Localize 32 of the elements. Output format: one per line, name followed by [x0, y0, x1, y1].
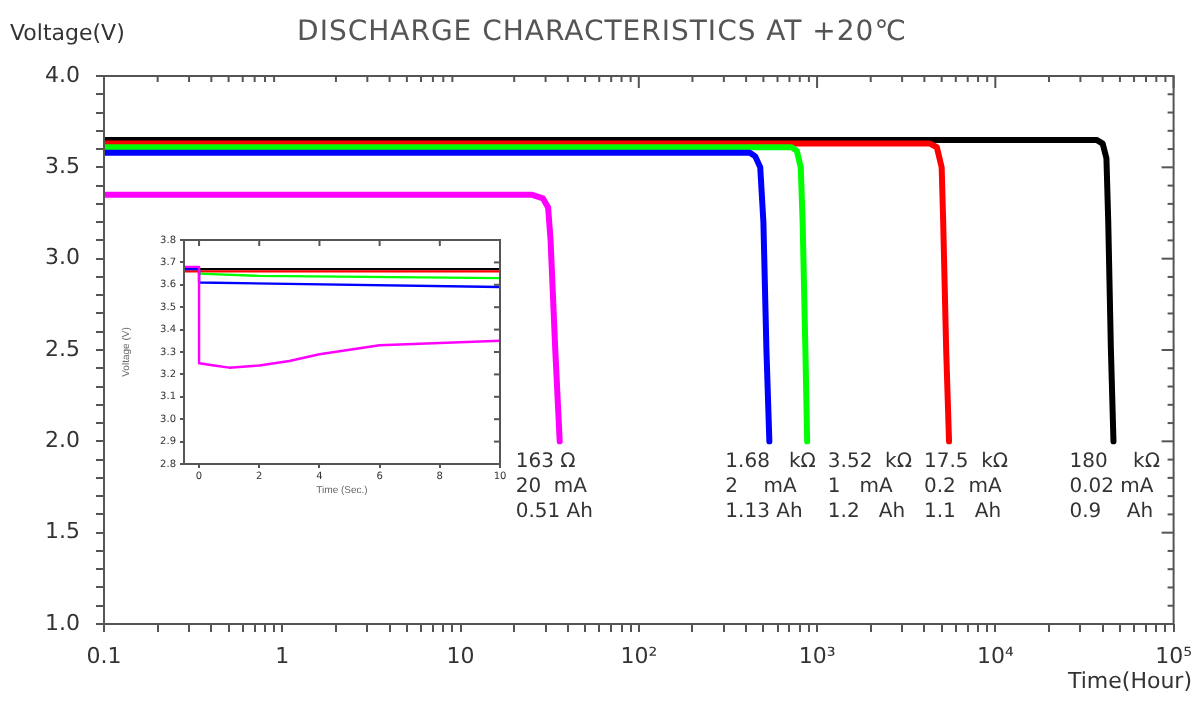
annotation: 17.5 kΩ [923, 450, 1009, 473]
y-tick-label: 1.5 [45, 518, 80, 545]
y-tick-label: 2.0 [45, 427, 80, 454]
annotation: 0.02 mA [1069, 475, 1154, 498]
y-tick-label: 3.5 [45, 153, 80, 180]
x-axis-title: Time(Hour) [1068, 668, 1192, 694]
annotation: 0.51 Ah [515, 500, 593, 523]
annotation: 1.1 Ah [923, 500, 1002, 523]
x-tick-label: 10³ [798, 642, 836, 669]
x-tick-label: 10² [620, 642, 658, 669]
annotation: 1.68 kΩ [725, 450, 817, 473]
annotation: 2 mA [725, 475, 797, 498]
annotation: 163 Ω [515, 450, 577, 473]
x-tick-label: 10 [446, 642, 475, 669]
annotation: 1.13 Ah [725, 500, 803, 523]
x-tick-label: 1 [275, 642, 290, 669]
annotation: 0.2 mA [923, 475, 1002, 498]
annotation: 1 mA [827, 475, 894, 498]
y-axis-title: Voltage(V) [10, 20, 125, 46]
x-tick-label: 10⁵ [1155, 642, 1193, 669]
annotation: 20 mA [515, 475, 588, 498]
chart-title: DISCHARGE CHARACTERISTICS AT +20℃ [297, 16, 907, 48]
annotation: 3.52 kΩ [827, 450, 913, 473]
annotation: 1.2 Ah [827, 500, 906, 523]
y-tick-label: 2.5 [45, 335, 80, 362]
x-tick-label: 10⁴ [976, 642, 1015, 669]
y-tick-label: 3.0 [45, 244, 80, 271]
annotation: 180 kΩ [1069, 450, 1161, 473]
x-tick-label: 0.1 [86, 642, 122, 669]
annotation: 0.9 Ah [1069, 500, 1154, 523]
y-tick-label: 1.0 [45, 609, 80, 636]
y-tick-label: 4.0 [45, 61, 80, 88]
